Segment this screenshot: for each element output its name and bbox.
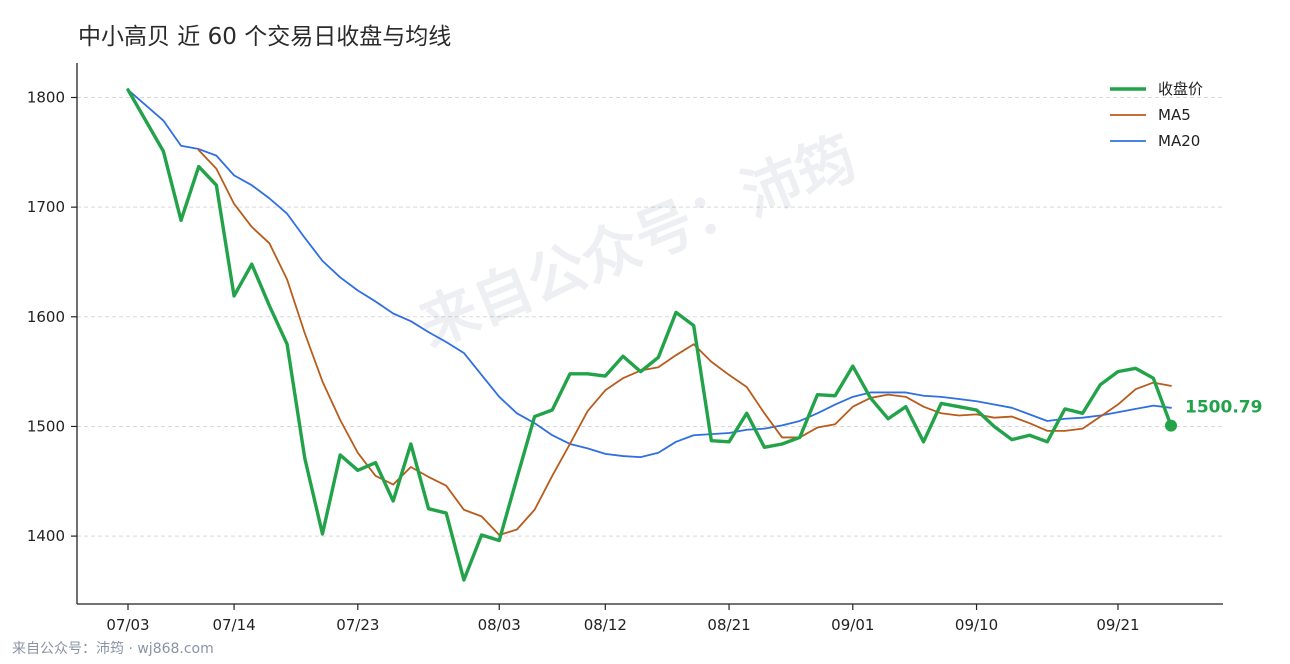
- x-tick-label-08/12: 08/12: [584, 616, 627, 634]
- chart-title: 中小高贝 近 60 个交易日收盘与均线: [78, 24, 451, 50]
- x-tick-label-08/03: 08/03: [478, 616, 521, 634]
- y-axis-ticks: 1400 1500 1600 1700 1800: [27, 89, 77, 545]
- x-tick-label-07/23: 07/23: [336, 616, 379, 634]
- grid-lines: [77, 97, 1223, 537]
- series-line-2: [127, 88, 1172, 459]
- x-tick-label-09/10: 09/10: [955, 616, 998, 634]
- annotations: 1500.79: [1165, 398, 1262, 432]
- legend: 收盘价 MA5 MA20: [1110, 80, 1203, 150]
- legend-label-0: 收盘价: [1158, 80, 1203, 98]
- x-tick-label-08/21: 08/21: [707, 616, 750, 634]
- series-line-1: [197, 149, 1172, 536]
- x-tick-label-07/14: 07/14: [212, 616, 255, 634]
- axes: [76, 63, 1223, 605]
- watermark-corner-text: 来自公众号：沛筠 · wj868.com: [12, 640, 214, 657]
- y-tick-label-1400: 1400: [27, 527, 65, 545]
- x-axis-ticks: 07/03 07/14 07/23 08/03 08/12 08/21 09/01 09/10…: [106, 604, 1140, 634]
- x-tick-label-09/21: 09/21: [1096, 616, 1139, 634]
- series-line-0: [126, 88, 1173, 582]
- legend-label-1: MA5: [1158, 106, 1191, 124]
- y-tick-label-1700: 1700: [27, 198, 65, 216]
- watermark-layer: 来自公众号：沛筠: [410, 123, 866, 360]
- last-close-point: [1165, 419, 1177, 432]
- y-tick-label-1600: 1600: [27, 308, 65, 326]
- x-tick-label-07/03: 07/03: [106, 616, 149, 634]
- y-tick-label-1800: 1800: [27, 89, 65, 107]
- legend-label-2: MA20: [1158, 132, 1200, 150]
- series-lines: [126, 88, 1173, 582]
- x-tick-label-09/01: 09/01: [831, 616, 874, 634]
- watermark-center-text: 来自公众号：沛筠: [410, 123, 866, 360]
- y-tick-label-1500: 1500: [27, 417, 65, 435]
- last-close-label: 1500.79: [1185, 398, 1262, 418]
